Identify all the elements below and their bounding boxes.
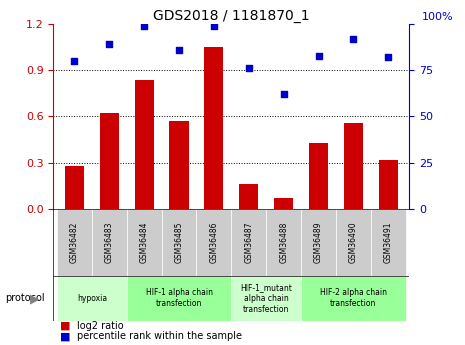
Bar — [204, 47, 224, 209]
Text: hypoxia: hypoxia — [77, 294, 107, 303]
Text: GSM36491: GSM36491 — [384, 221, 393, 263]
Point — [175, 47, 183, 53]
Text: GSM36490: GSM36490 — [349, 221, 358, 263]
Bar — [344, 122, 363, 209]
Text: ■: ■ — [60, 332, 71, 341]
Bar — [162, 209, 196, 276]
Bar — [57, 276, 126, 321]
Bar — [379, 159, 398, 209]
Y-axis label: 100%: 100% — [422, 12, 453, 22]
Bar — [239, 184, 259, 209]
Text: percentile rank within the sample: percentile rank within the sample — [77, 332, 242, 341]
Text: ■: ■ — [60, 321, 71, 331]
Point — [280, 91, 287, 97]
Bar — [232, 276, 301, 321]
Bar — [301, 209, 336, 276]
Bar — [336, 209, 371, 276]
Text: GSM36482: GSM36482 — [70, 222, 79, 263]
Bar — [57, 209, 92, 276]
Point — [350, 36, 357, 42]
Text: ▶: ▶ — [30, 292, 40, 305]
Bar — [126, 276, 232, 321]
Text: HIF-1 alpha chain
transfection: HIF-1 alpha chain transfection — [146, 288, 213, 308]
Text: GSM36488: GSM36488 — [279, 222, 288, 263]
Bar — [371, 209, 405, 276]
Text: GSM36483: GSM36483 — [105, 221, 114, 263]
Text: GSM36487: GSM36487 — [244, 221, 253, 263]
Point — [385, 55, 392, 60]
Bar — [274, 198, 293, 209]
Point — [210, 23, 218, 29]
Bar — [309, 142, 328, 209]
Point — [315, 53, 322, 58]
Bar — [196, 209, 232, 276]
Point — [140, 23, 148, 29]
Text: GSM36489: GSM36489 — [314, 221, 323, 263]
Text: HIF-2 alpha chain
transfection: HIF-2 alpha chain transfection — [320, 288, 387, 308]
Point — [245, 66, 252, 71]
Text: protocol: protocol — [5, 294, 44, 303]
Bar — [301, 276, 405, 321]
Bar — [65, 166, 84, 209]
Bar — [126, 209, 162, 276]
Bar — [266, 209, 301, 276]
Text: log2 ratio: log2 ratio — [77, 321, 123, 331]
Text: HIF-1_mutant
alpha chain
transfection: HIF-1_mutant alpha chain transfection — [240, 283, 292, 314]
Point — [71, 58, 78, 64]
Bar — [169, 121, 189, 209]
Bar — [232, 209, 266, 276]
Text: GSM36486: GSM36486 — [209, 221, 219, 263]
Text: GSM36484: GSM36484 — [140, 221, 149, 263]
Bar — [92, 209, 126, 276]
Bar — [134, 79, 154, 209]
Point — [106, 42, 113, 47]
Title: GDS2018 / 1181870_1: GDS2018 / 1181870_1 — [153, 9, 310, 23]
Bar — [100, 114, 119, 209]
Text: GSM36485: GSM36485 — [174, 221, 184, 263]
